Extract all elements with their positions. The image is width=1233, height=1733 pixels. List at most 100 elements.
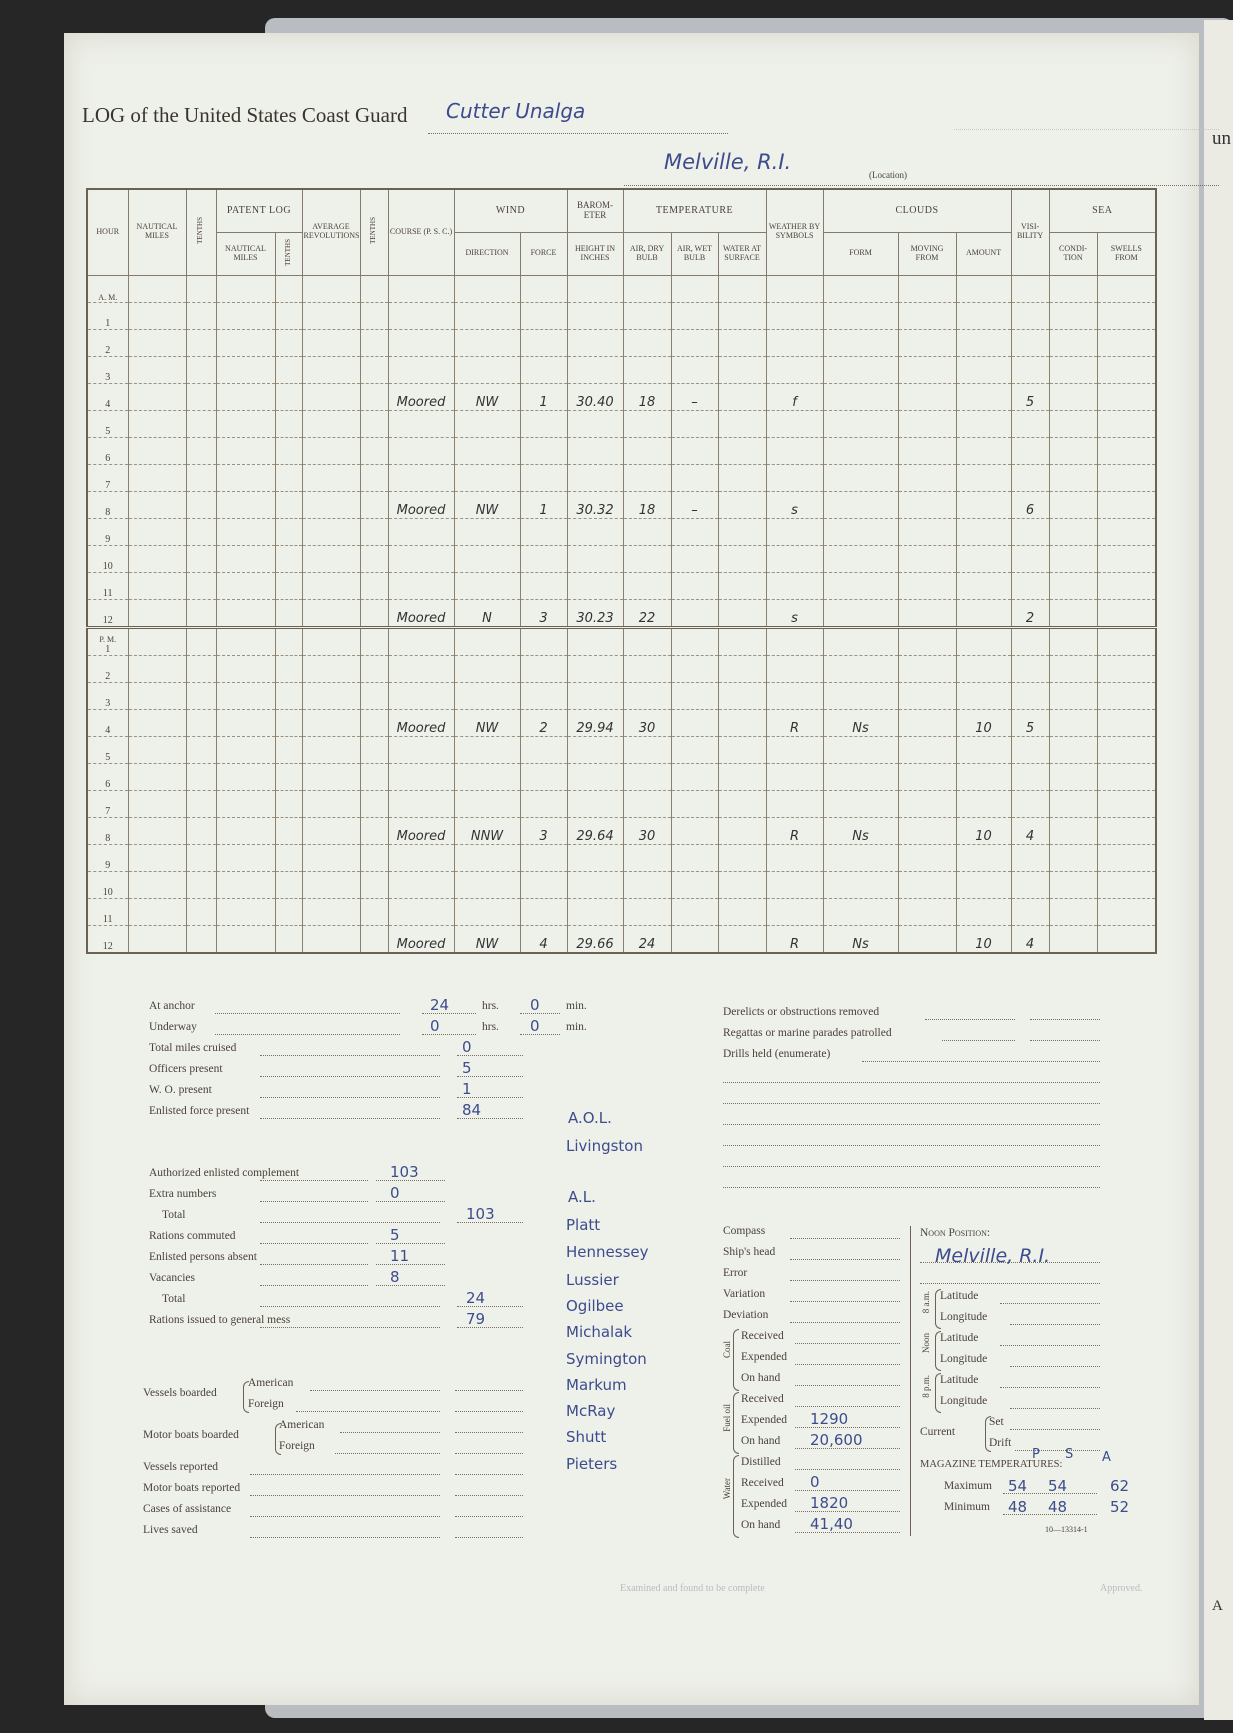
table-cell <box>359 709 389 737</box>
table-cell <box>274 545 303 573</box>
dotted-leader <box>795 1448 900 1449</box>
noon-latitude-label: Latitude <box>940 1332 979 1344</box>
cell-amount <box>955 410 1012 438</box>
dotted-leader <box>376 1243 445 1244</box>
cell-visibility <box>1010 572 1050 600</box>
deviation-label: Deviation <box>723 1309 769 1321</box>
coal-expended-label: Expended <box>741 1351 787 1363</box>
table-row: 1 <box>86 302 1157 330</box>
dotted-leader <box>260 1097 440 1098</box>
dotted-leader <box>790 1280 900 1281</box>
cell-weather <box>765 625 824 656</box>
absentee-name: Platt <box>566 1216 601 1234</box>
hrs-label: hrs. <box>482 1021 499 1033</box>
location-value: Melville, R.I. <box>664 150 792 174</box>
magazine-column-label: S <box>1065 1447 1074 1462</box>
table-cell <box>717 625 767 656</box>
table-cell <box>1096 518 1157 546</box>
table-cell <box>274 302 303 330</box>
cell-barometer: 29.94 <box>566 709 624 737</box>
cell-wet <box>670 925 719 953</box>
table-cell <box>127 925 187 953</box>
cell-wet <box>670 625 719 656</box>
cell-form <box>822 410 899 438</box>
table-cell <box>1096 736 1157 764</box>
dotted-leader <box>250 1495 440 1496</box>
motor-boats-boarded-label: Motor boats boarded <box>143 1429 239 1441</box>
cell-hour: 2 <box>86 329 129 357</box>
cell-hour: 5 <box>86 410 129 438</box>
brace <box>935 1373 941 1413</box>
cell-barometer <box>566 898 624 926</box>
table-cell <box>897 572 957 600</box>
cell-dry: 22 <box>622 599 672 628</box>
dotted-leader <box>260 1243 368 1244</box>
cell-course: Moored <box>387 599 455 628</box>
table-cell <box>127 682 187 710</box>
table-cell <box>359 545 389 573</box>
cell-visibility: 6 <box>1010 491 1050 519</box>
table-cell <box>127 410 187 438</box>
header-visibility: Visi-bility <box>1010 188 1050 276</box>
cell-weather <box>765 410 824 438</box>
table-cell <box>274 655 303 683</box>
noon-position-value: Melville, R.I. <box>935 1245 1051 1267</box>
table-cell <box>359 464 389 492</box>
dotted-leader <box>1015 1450 1100 1451</box>
dotted-leader <box>260 1285 368 1286</box>
drills-label: Drills held (enumerate) <box>723 1048 831 1060</box>
table-cell <box>1048 545 1098 573</box>
table-cell <box>274 925 303 953</box>
table-cell <box>1096 410 1157 438</box>
motor-foreign-label: Foreign <box>279 1440 315 1452</box>
blank-line <box>723 1166 1100 1167</box>
table-cell <box>185 356 217 384</box>
dotted-leader <box>457 1076 523 1077</box>
table-cell <box>717 410 767 438</box>
total1-label: Total <box>162 1209 186 1221</box>
dotted-leader <box>455 1537 523 1538</box>
magazine-column-label: P <box>1032 1447 1040 1462</box>
header-amount: Amount <box>955 231 1012 276</box>
hrs-label: hrs. <box>482 1000 499 1012</box>
table-cell <box>301 545 361 573</box>
location-line <box>624 165 1219 186</box>
total-miles-label: Total miles cruised <box>149 1042 237 1054</box>
cell-force <box>519 736 568 764</box>
dotted-leader <box>862 1061 1100 1062</box>
cell-dry: 24 <box>622 925 672 953</box>
cell-visibility <box>1010 545 1050 573</box>
table-cell <box>127 790 187 818</box>
minimum-value: 52 <box>1110 1498 1130 1516</box>
extra-value: 0 <box>390 1184 400 1202</box>
brace <box>985 1416 991 1452</box>
regattas-label: Regattas or marine parades patrolled <box>723 1027 892 1039</box>
am-label: A. M. <box>86 275 129 303</box>
dotted-leader <box>260 1118 440 1119</box>
cell-weather <box>765 655 824 683</box>
cell-visibility <box>1010 356 1050 384</box>
cell-form <box>822 491 899 519</box>
table-cell <box>897 625 957 656</box>
facing-page-edge: un A <box>1204 20 1233 1720</box>
dotted-leader <box>795 1385 900 1386</box>
fuel-oil-label: Fuel oil <box>722 1404 732 1432</box>
cell-force <box>519 545 568 573</box>
table-cell <box>274 383 303 411</box>
ships-head-label: Ship's head <box>723 1246 776 1258</box>
table-cell <box>185 329 217 357</box>
table-cell <box>274 625 303 656</box>
dotted-leader <box>260 1264 368 1265</box>
at-anchor-label: At anchor <box>149 1000 195 1012</box>
cell-wet <box>670 817 719 845</box>
dotted-leader <box>1010 1429 1100 1430</box>
absentee-name: Pieters <box>566 1455 618 1473</box>
table-cell <box>274 518 303 546</box>
cell-direction: NW <box>453 383 521 411</box>
cell-force: 4 <box>519 925 568 953</box>
table-cell <box>301 275 361 303</box>
table-cell <box>359 437 389 465</box>
table-cell <box>717 302 767 330</box>
cell-hour: P. M. 1 <box>86 625 129 656</box>
table-cell <box>185 545 217 573</box>
